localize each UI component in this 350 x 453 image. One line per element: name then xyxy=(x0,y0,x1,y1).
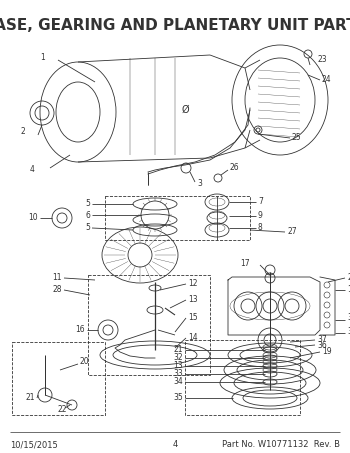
Text: 5: 5 xyxy=(85,199,90,208)
Text: CASE, GEARING AND PLANETARY UNIT PARTS: CASE, GEARING AND PLANETARY UNIT PARTS xyxy=(0,18,350,33)
Text: 9: 9 xyxy=(258,212,263,221)
Text: 37: 37 xyxy=(317,336,327,344)
Text: 1: 1 xyxy=(40,53,45,62)
Text: 23: 23 xyxy=(318,56,328,64)
Text: 21: 21 xyxy=(174,346,183,355)
Text: 7: 7 xyxy=(258,198,263,207)
Text: 27: 27 xyxy=(287,227,297,236)
Text: 24: 24 xyxy=(322,76,332,85)
Text: 15: 15 xyxy=(188,313,198,323)
Text: 28: 28 xyxy=(52,285,62,294)
Text: 34: 34 xyxy=(173,377,183,386)
Text: 29: 29 xyxy=(347,273,350,281)
Text: 13: 13 xyxy=(173,361,183,371)
Text: 16: 16 xyxy=(75,326,85,334)
Text: 12: 12 xyxy=(188,280,197,289)
Text: 25: 25 xyxy=(292,134,302,143)
Text: 8: 8 xyxy=(258,223,263,232)
Text: 6: 6 xyxy=(85,211,90,220)
Text: 30: 30 xyxy=(347,313,350,323)
Text: 20: 20 xyxy=(80,357,90,366)
Text: 5: 5 xyxy=(85,223,90,232)
Text: 32: 32 xyxy=(173,353,183,362)
Text: 22: 22 xyxy=(58,405,68,414)
Text: 2: 2 xyxy=(20,127,25,136)
Text: 35: 35 xyxy=(173,394,183,403)
Text: 36: 36 xyxy=(317,341,327,350)
Text: 4: 4 xyxy=(172,440,177,449)
Text: 13: 13 xyxy=(188,295,198,304)
Text: Ø: Ø xyxy=(181,105,189,115)
Text: 18: 18 xyxy=(347,285,350,294)
Text: 33: 33 xyxy=(173,370,183,379)
Text: 26: 26 xyxy=(229,163,239,172)
Text: 3: 3 xyxy=(197,179,202,188)
Text: 10/15/2015: 10/15/2015 xyxy=(10,440,58,449)
Text: 31: 31 xyxy=(347,328,350,337)
Text: 21: 21 xyxy=(26,394,35,403)
Text: 17: 17 xyxy=(240,259,250,268)
Text: 11: 11 xyxy=(52,274,62,283)
Text: 4: 4 xyxy=(30,165,35,174)
Text: Part No. W10771132  Rev. B: Part No. W10771132 Rev. B xyxy=(222,440,340,449)
Text: 19: 19 xyxy=(322,347,332,357)
Text: 10: 10 xyxy=(28,213,38,222)
Text: 14: 14 xyxy=(188,333,198,342)
